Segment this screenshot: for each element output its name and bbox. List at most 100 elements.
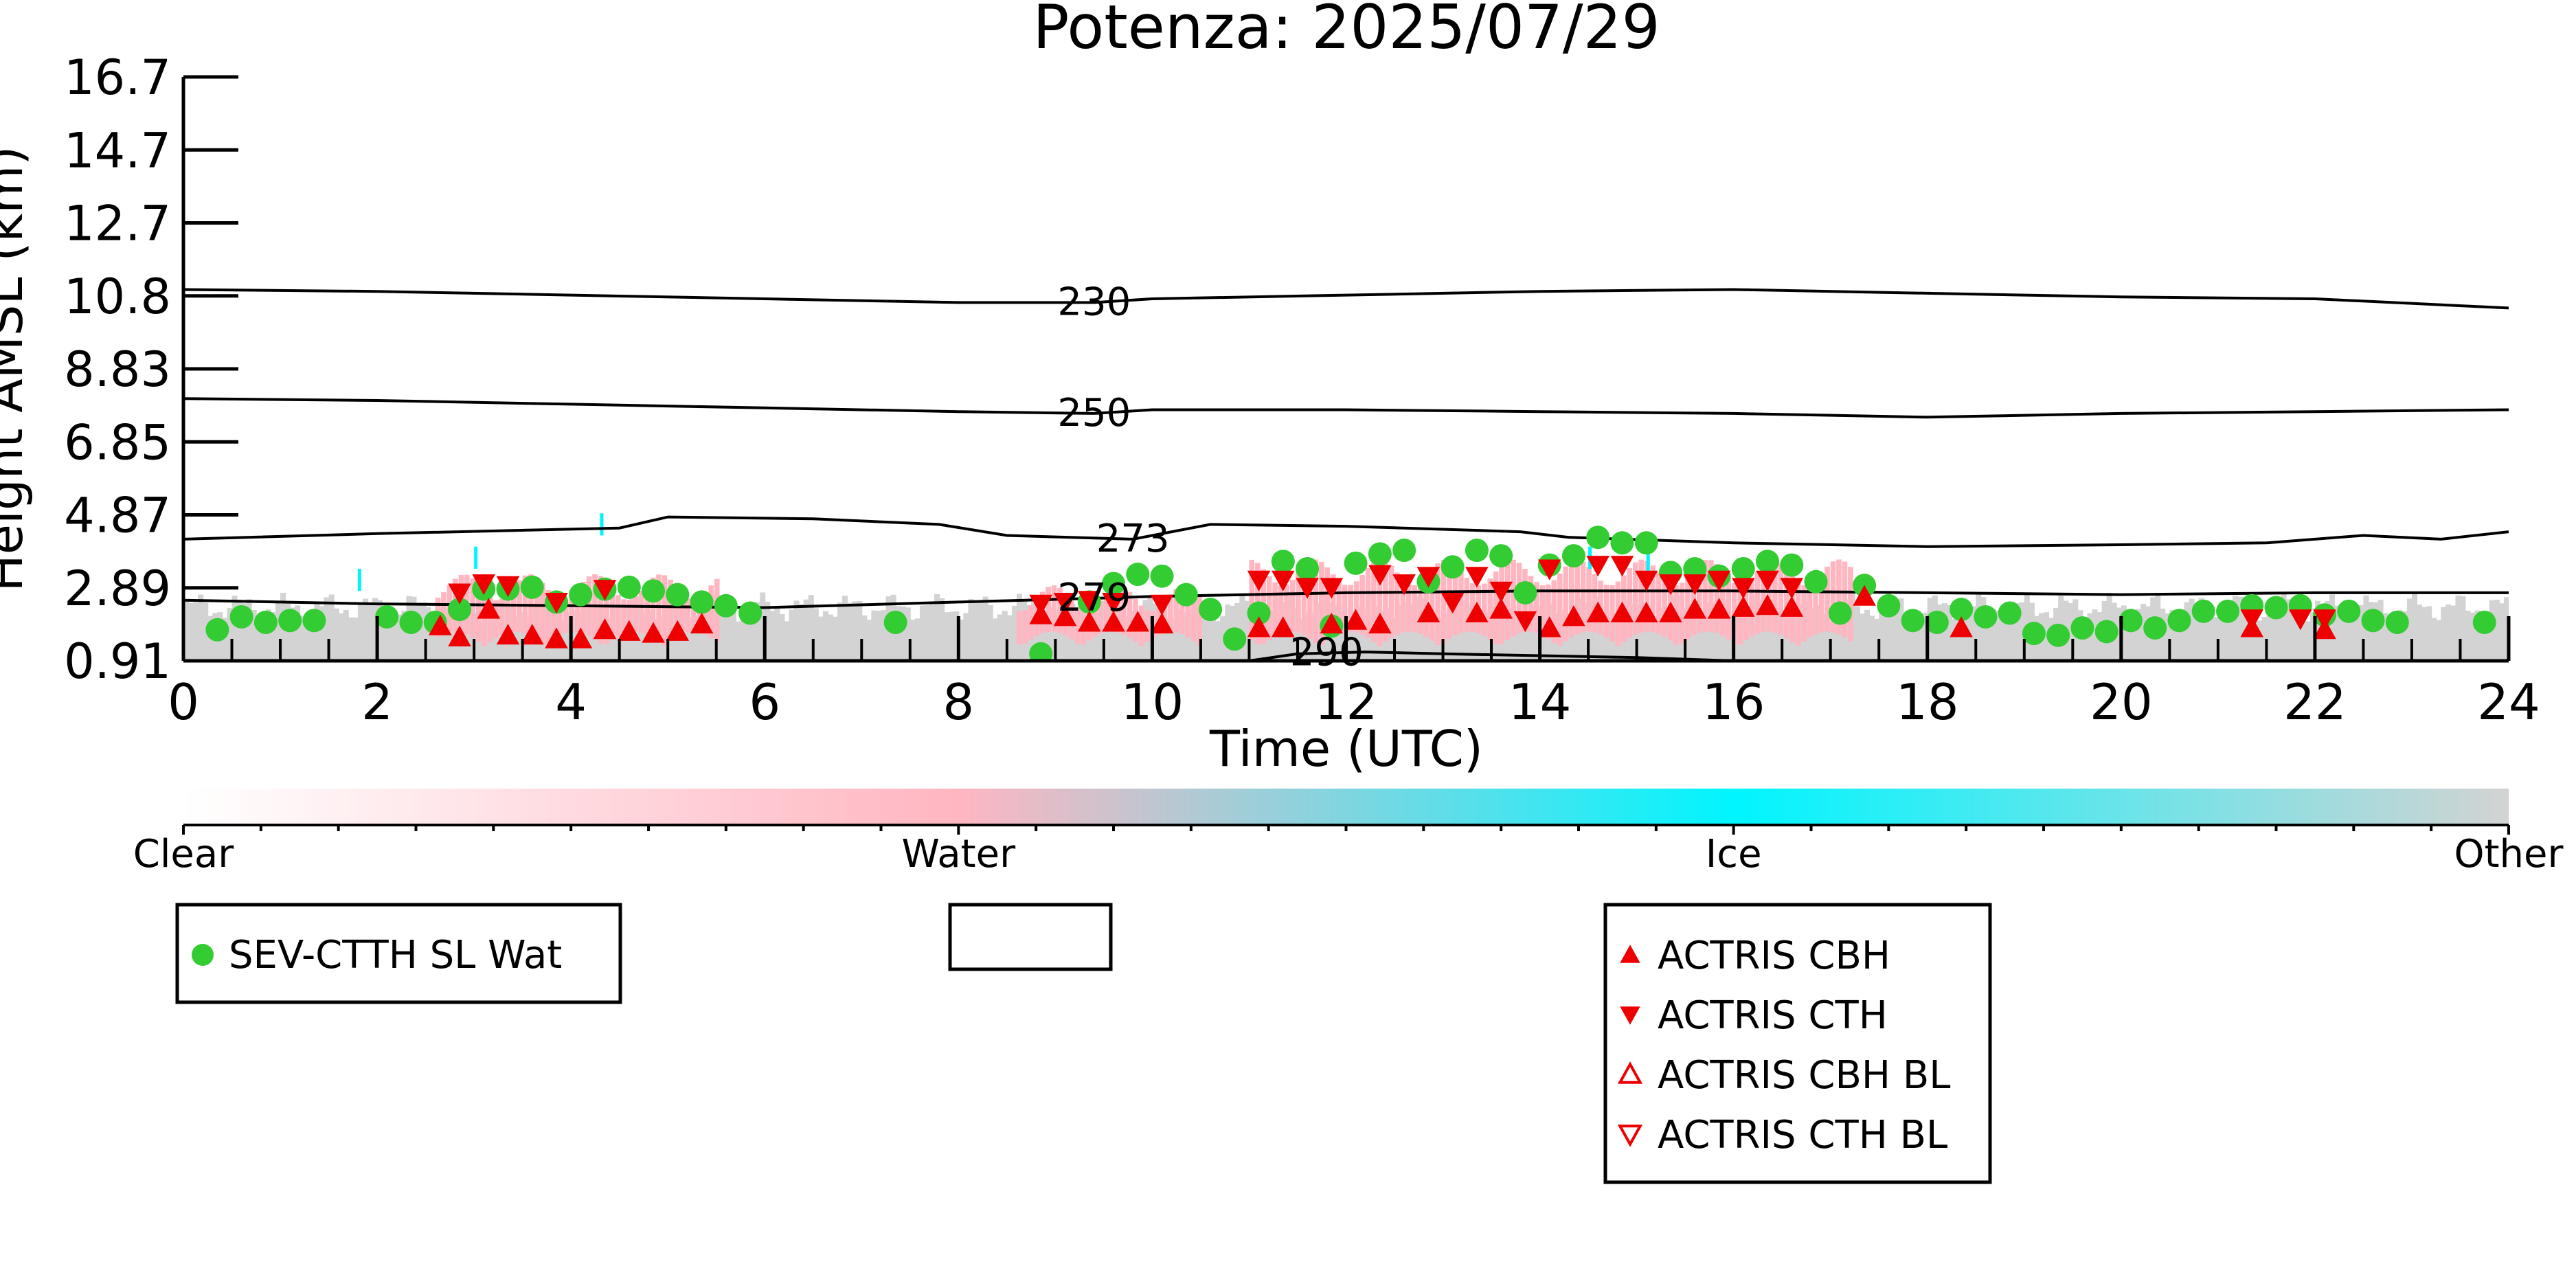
actris-cth-point (1416, 567, 1440, 588)
sev-ctth-point (1901, 609, 1925, 633)
sev-ctth-point (1877, 594, 1901, 618)
other-band-column (2208, 615, 2214, 661)
water-streak (1405, 584, 1412, 632)
actris-cth-point (1053, 593, 1077, 614)
other-band-column (1496, 593, 1502, 661)
water-streak (1563, 566, 1569, 642)
sev-ctth-point (1199, 598, 1223, 622)
legend-marker-actris (1617, 1061, 1643, 1084)
other-band-column (198, 594, 204, 661)
other-band-column (377, 600, 383, 661)
water-streak (1121, 587, 1127, 635)
sev-ctth-point (229, 605, 253, 629)
other-band-column (1060, 600, 1066, 661)
other-band-column (2290, 610, 2296, 661)
water-streak (574, 589, 580, 632)
sev-ctth-point (302, 609, 326, 633)
other-band-column (387, 617, 393, 661)
other-band-column (1220, 616, 1226, 661)
other-band-column (304, 621, 310, 661)
y-tick-label: 12.7 (64, 196, 171, 252)
other-band-column (2261, 617, 2268, 661)
other-band-column (1864, 609, 1871, 661)
other-band-column (2484, 615, 2490, 661)
water-streak (1103, 593, 1109, 633)
sev-ctth-point (666, 583, 690, 607)
other-band-column (914, 618, 920, 661)
actris-cth-point (593, 580, 617, 601)
other-band-column (725, 602, 732, 661)
water-streak (638, 590, 644, 633)
other-band-column (2402, 611, 2408, 661)
legend-label-sev-ctth: SEV-CTTH SL Wat (229, 933, 562, 978)
actris-cbh-point (1416, 601, 1440, 622)
other-band-column (256, 620, 262, 661)
water-streak (1051, 585, 1057, 632)
other-band-column (857, 600, 863, 661)
water-streak (1272, 582, 1278, 636)
sev-ctth-point (1950, 598, 1974, 622)
water-streak (1603, 585, 1609, 638)
other-band-column (1728, 615, 1735, 661)
other-band-column (949, 611, 955, 661)
other-band-column (968, 598, 974, 661)
other-band-column (1990, 609, 1996, 661)
other-band-column (1869, 615, 1875, 661)
water-streak (1394, 572, 1400, 635)
other-band-column (479, 621, 485, 661)
sev-ctth-point (2167, 609, 2191, 633)
other-band-column (1908, 618, 1914, 661)
y-tick-label: 10.8 (64, 269, 171, 325)
other-band-column (319, 606, 325, 661)
water-streak (1807, 584, 1813, 637)
water-streak (1016, 611, 1022, 645)
water-streak (1836, 559, 1842, 635)
other-band-column (1171, 618, 1177, 661)
other-band-column (697, 610, 703, 661)
other-band-column (2189, 598, 2195, 661)
actris-cbh-point (642, 622, 665, 643)
water-streak (557, 600, 563, 636)
actris-cth-point (545, 593, 568, 614)
other-band-column (464, 610, 471, 661)
other-band-column (1297, 619, 1304, 661)
other-band-column (2470, 612, 2476, 661)
sev-ctth-point (1974, 605, 1998, 629)
other-band-column (1389, 618, 1396, 661)
sev-ctth-point (1271, 550, 1295, 574)
other-band-column (2271, 609, 2277, 661)
other-band-column (2465, 610, 2471, 661)
other-band-column (2266, 607, 2272, 661)
sev-ctth-point (2143, 616, 2167, 640)
other-band-column (1399, 605, 1405, 661)
other-band-column (798, 604, 804, 661)
other-band-column (2397, 610, 2403, 661)
x-tick-label: 20 (2090, 673, 2153, 731)
water-streak (1848, 567, 1853, 642)
actris-cbh-point (1586, 601, 1609, 622)
other-band-column (246, 599, 252, 661)
other-band-column (1205, 605, 1212, 661)
other-band-column (1379, 610, 1386, 661)
x-tick-label: 4 (555, 673, 587, 731)
water-streak (644, 583, 650, 635)
other-band-column (222, 618, 228, 661)
other-band-column (536, 595, 543, 661)
other-band-column (1215, 621, 1221, 661)
other-band-column (1971, 606, 1977, 661)
x-tick-label: 16 (1702, 673, 1765, 731)
data-markers (205, 526, 2496, 661)
colorbar-label: Water (902, 832, 1017, 877)
water-streak (441, 592, 447, 634)
contour-labels: 230 250 273 279 290 (1057, 280, 1363, 675)
sev-ctth-point (2361, 609, 2385, 633)
other-band-column (1699, 617, 1706, 661)
sev-ctth-point (2385, 611, 2409, 635)
water-streak (1586, 567, 1592, 632)
sev-ctth-point (253, 611, 278, 635)
actris-cth-point (1780, 578, 1804, 599)
water-streak (650, 577, 656, 639)
sev-ctth-point (2215, 599, 2239, 623)
other-band-column (362, 598, 368, 661)
other-band-column (1825, 622, 1831, 661)
